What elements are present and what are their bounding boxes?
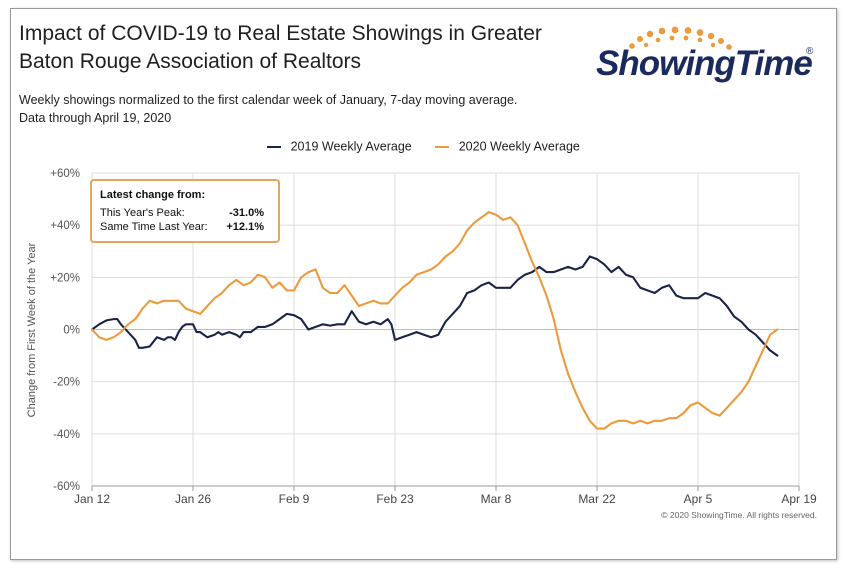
logo-wordmark: ShowingTime bbox=[596, 44, 813, 83]
x-tick-label: Mar 22 bbox=[578, 492, 616, 506]
x-tick-label: Jan 12 bbox=[74, 492, 110, 506]
y-axis-label: Change from First Week of the Year bbox=[26, 242, 38, 418]
x-tick-label: Apr 5 bbox=[684, 492, 713, 506]
y-tick-label: -20% bbox=[53, 377, 80, 389]
chart-grid bbox=[91, 172, 800, 487]
legend-swatch-2019 bbox=[267, 146, 282, 149]
chart-subtitle: Weekly showings normalized to the first … bbox=[19, 91, 579, 127]
x-tick-label: Feb 23 bbox=[376, 492, 414, 506]
registered-mark: ® bbox=[806, 46, 814, 57]
y-tick-label: -40% bbox=[53, 429, 80, 441]
copyright-text: © 2020 ShowingTime. All rights reserved. bbox=[661, 510, 817, 520]
chart-legend: 2019 Weekly Average 2020 Weekly Average bbox=[0, 139, 847, 154]
x-tick-label: Apr 19 bbox=[781, 492, 817, 506]
chart-frame bbox=[10, 8, 837, 560]
subtitle-line-2: Data through April 19, 2020 bbox=[19, 111, 172, 125]
y-tick-label: +60% bbox=[50, 168, 80, 180]
note-value-last-year: +12.1% bbox=[226, 221, 264, 233]
note-value-peak: -31.0% bbox=[229, 207, 264, 219]
series-line-2019 bbox=[90, 255, 779, 357]
chart-series bbox=[90, 211, 779, 430]
note-label-peak: This Year's Peak: bbox=[100, 207, 185, 219]
subtitle-line-1: Weekly showings normalized to the first … bbox=[19, 93, 518, 107]
series-line-2020 bbox=[90, 211, 779, 430]
latest-change-box: Latest change from: This Year's Peak: -3… bbox=[90, 179, 280, 243]
x-tick-label: Mar 8 bbox=[481, 492, 512, 506]
legend-swatch-2020 bbox=[435, 146, 450, 149]
logo-dots-icon bbox=[629, 26, 732, 50]
latest-change-title: Latest change from: bbox=[100, 189, 206, 201]
legend-label-2020: 2020 Weekly Average bbox=[458, 140, 580, 155]
y-tick-label: -60% bbox=[53, 481, 80, 493]
y-tick-label: +40% bbox=[50, 220, 80, 232]
note-label-last-year: Same Time Last Year: bbox=[100, 221, 208, 233]
y-tick-label: +20% bbox=[50, 272, 80, 284]
x-tick-label: Feb 9 bbox=[279, 492, 310, 506]
y-tick-label: 0% bbox=[63, 325, 80, 337]
chart-axes: +60% +40% +20% 0% -20% -40% -60%Jan 12 Jan 26 Fe… bbox=[50, 168, 817, 506]
showingtime-logo: ShowingTime ® bbox=[592, 24, 822, 94]
legend-item-2020[interactable]: 2020 Weekly Average bbox=[435, 139, 580, 154]
legend-label-2019: 2019 Weekly Average bbox=[290, 140, 412, 155]
legend-item-2019[interactable]: 2019 Weekly Average bbox=[267, 139, 412, 154]
chart-title: Impact of COVID-19 to Real Estate Showin… bbox=[19, 22, 542, 73]
x-tick-label: Jan 26 bbox=[175, 492, 211, 506]
